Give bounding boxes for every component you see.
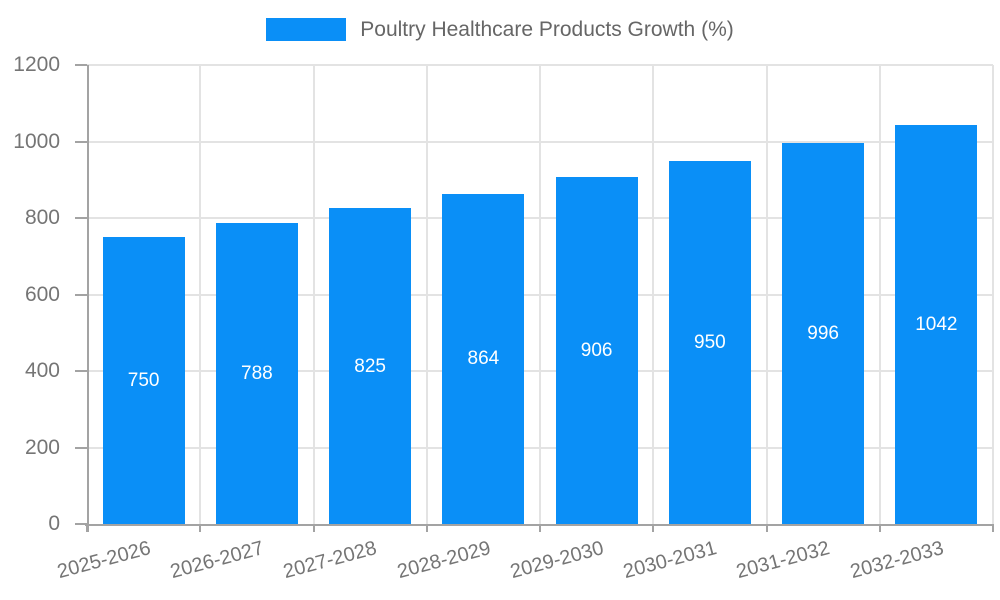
- bar[interactable]: 1042: [895, 125, 978, 524]
- x-axis-tick-label: 2027-2028: [281, 537, 380, 584]
- gridline-vertical: [652, 65, 655, 524]
- x-tick-mark: [425, 524, 428, 532]
- y-tick-mark: [75, 523, 87, 525]
- gridline-vertical: [312, 65, 315, 524]
- y-axis-tick-label: 400: [24, 359, 60, 382]
- x-axis-tick-label: 2025-2026: [54, 537, 154, 584]
- bar[interactable]: 750: [102, 237, 185, 524]
- bar-value-label: 1042: [915, 314, 958, 336]
- x-tick-mark: [652, 524, 655, 532]
- x-axis-tick-label: 2026-2027: [168, 537, 267, 584]
- legend-swatch[interactable]: [266, 18, 347, 41]
- legend-label: Poultry Healthcare Products Growth (%): [360, 18, 734, 41]
- gridline-vertical: [992, 65, 994, 524]
- x-tick-mark: [199, 524, 202, 532]
- gridline-vertical: [425, 65, 428, 524]
- bar[interactable]: 788: [215, 222, 298, 524]
- x-axis-tick-label: 2032-2033: [847, 537, 946, 584]
- bar[interactable]: 906: [555, 177, 638, 524]
- y-tick-mark: [75, 217, 87, 219]
- bar-value-label: 906: [580, 340, 613, 362]
- x-tick-mark: [539, 524, 541, 532]
- bar[interactable]: 996: [782, 143, 865, 524]
- gridline-vertical: [878, 65, 881, 524]
- gridline-vertical: [765, 65, 768, 524]
- y-tick-mark: [75, 370, 87, 372]
- y-axis-tick-label: 600: [24, 282, 60, 306]
- bar-value-label: 996: [807, 323, 839, 345]
- y-axis-tick-label: 800: [24, 206, 60, 229]
- bar-value-label: 864: [467, 348, 500, 370]
- y-axis-tick-label: 200: [24, 435, 60, 459]
- bar-value-label: 750: [127, 370, 160, 392]
- bar[interactable]: 950: [668, 160, 751, 524]
- bar[interactable]: 864: [442, 193, 525, 524]
- x-axis-tick-label: 2030-2031: [621, 537, 720, 584]
- x-axis-tick-label: 2029-2030: [507, 537, 607, 584]
- y-tick-mark: [75, 293, 87, 296]
- y-tick-mark: [75, 446, 87, 449]
- y-axis-tick-label: 1000: [13, 129, 60, 153]
- x-tick-mark: [878, 524, 881, 532]
- legend[interactable]: Poultry Healthcare Products Growth (%): [0, 18, 1000, 41]
- bar-value-label: 950: [694, 331, 726, 353]
- bar-value-label: 825: [354, 355, 386, 377]
- y-axis-line: [87, 65, 89, 532]
- x-axis-tick-label: 2031-2032: [734, 537, 833, 584]
- gridline-vertical: [539, 65, 541, 524]
- gridline-vertical: [199, 65, 202, 524]
- x-tick-mark: [312, 524, 315, 532]
- plot-area: 750 788 825 864 906 950 996 1042: [75, 64, 994, 532]
- y-tick-mark: [75, 64, 87, 66]
- y-axis-tick-label: 1200: [13, 53, 60, 76]
- x-axis-line: [85, 524, 993, 526]
- x-tick-mark: [765, 524, 768, 532]
- bar-value-label: 788: [241, 362, 273, 384]
- y-axis-tick-label: 0: [48, 512, 60, 535]
- x-axis-tick-label: 2028-2029: [394, 537, 493, 584]
- bar[interactable]: 825: [329, 208, 412, 524]
- y-tick-mark: [75, 140, 87, 143]
- x-tick-mark: [992, 524, 994, 532]
